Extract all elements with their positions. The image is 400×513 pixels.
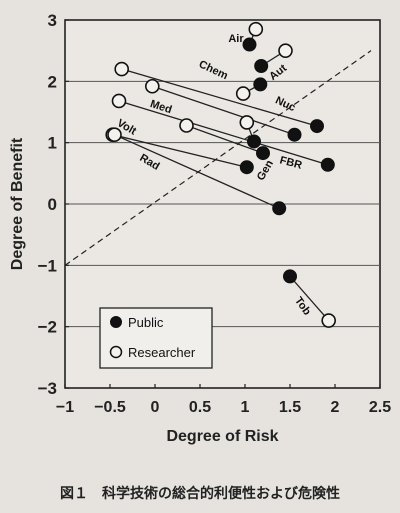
x-tick-label: −0.5 (94, 399, 126, 416)
x-tick-label: 0.5 (189, 399, 211, 416)
x-tick-label: −1 (56, 399, 74, 416)
public-point (272, 201, 287, 216)
legend-researcher-label: Researcher (128, 345, 196, 360)
connector-line (289, 275, 330, 321)
x-tick-label: 2.5 (369, 399, 391, 416)
public-point (320, 157, 335, 172)
y-tick-label: 3 (48, 11, 57, 30)
connector-line (121, 68, 318, 127)
public-point (253, 77, 268, 92)
y-axis-label: Degree of Benefit (9, 137, 26, 270)
figure-caption: 図１ 科学技術の総合的利便性および危険性 (60, 486, 340, 502)
x-axis-label: Degree of Risk (166, 428, 278, 445)
public-point (256, 146, 270, 161)
technology-label: FBR (278, 154, 303, 171)
y-tick-label: 0 (48, 195, 57, 214)
researcher-point (248, 21, 264, 37)
legend-researcher-marker (109, 345, 123, 359)
y-tick-label: 2 (48, 72, 57, 91)
public-point (283, 269, 297, 284)
researcher-point (321, 313, 337, 328)
y-tick-label: −3 (38, 379, 57, 398)
public-point (242, 37, 257, 52)
x-tick-label: 1.5 (279, 399, 301, 416)
x-tick-label: 1 (241, 399, 250, 416)
researcher-point (235, 86, 251, 101)
connector-line (118, 100, 328, 166)
public-point (247, 134, 261, 149)
y-tick-label: 1 (48, 134, 57, 153)
legend-public-label: Public (128, 315, 164, 330)
connector-line (112, 134, 247, 168)
technology-label: Air (228, 33, 244, 45)
researcher-point (107, 127, 122, 142)
connector-line (186, 124, 264, 154)
researcher-point (145, 78, 160, 94)
researcher-point (114, 61, 129, 77)
connector-line (152, 85, 295, 136)
public-point (254, 59, 269, 73)
legend-public-marker (110, 316, 122, 328)
y-tick-label: −2 (38, 318, 57, 337)
reference-line (64, 50, 372, 266)
x-tick-label: 2 (331, 399, 340, 416)
connector-line (114, 134, 280, 209)
researcher-point (111, 93, 127, 109)
researcher-point (179, 118, 194, 133)
public-point (310, 119, 324, 134)
x-tick-label: 0 (151, 399, 160, 416)
researcher-point (278, 43, 293, 58)
y-tick-label: −1 (38, 256, 57, 275)
public-point (287, 127, 302, 142)
public-point (239, 160, 254, 175)
researcher-point (239, 115, 255, 130)
